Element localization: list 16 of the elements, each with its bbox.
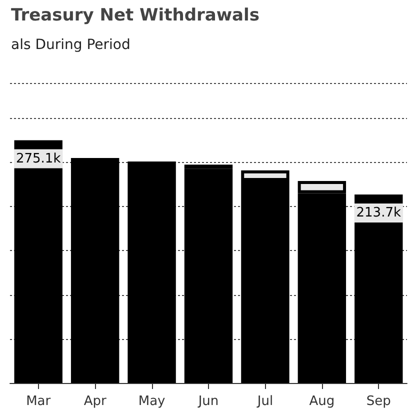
bar xyxy=(354,194,403,383)
chart-title: Treasury Net Withdrawals xyxy=(11,6,260,26)
x-tick-label: Jun xyxy=(197,394,219,409)
bar xyxy=(70,158,120,383)
bar xyxy=(14,140,62,383)
x-tick-label: Aug xyxy=(309,394,335,409)
bar xyxy=(128,162,176,383)
x-tick-label: Jul xyxy=(256,394,274,409)
x-tick-label: May xyxy=(138,394,166,409)
x-tick-label: Sep xyxy=(366,394,391,409)
data-label: 275.1k xyxy=(16,151,62,166)
data-label: 213.7k xyxy=(356,205,402,220)
chart-subtitle: als During Period xyxy=(11,37,130,53)
x-tick-label: Mar xyxy=(26,394,52,409)
bar xyxy=(184,168,233,383)
x-tick-label: Apr xyxy=(84,394,107,409)
